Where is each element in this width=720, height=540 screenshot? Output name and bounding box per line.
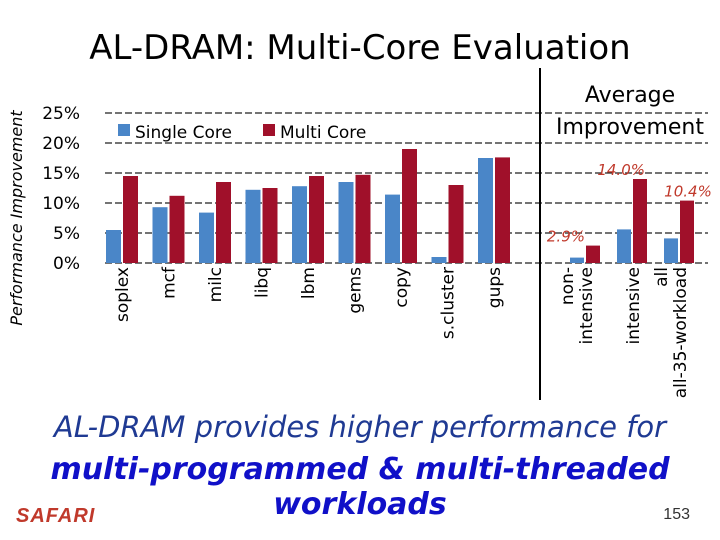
x-tick-label: libq <box>253 267 273 298</box>
avg-x-tick-label: all-35-workload <box>671 267 691 398</box>
avg-value-label: 2.9% <box>547 228 585 246</box>
x-tick-label: gems <box>346 267 366 314</box>
legend-swatch <box>118 124 130 136</box>
bar-single-core <box>292 186 307 263</box>
x-tick-label: copy <box>392 267 412 308</box>
x-tick-label: milc <box>206 267 226 302</box>
avg-x-tick-label: non- <box>558 267 578 305</box>
avg-bar-multi-core <box>633 179 647 263</box>
legend: Single Core Multi Core <box>118 123 366 143</box>
y-axis-title: Performance Improvement <box>7 110 26 326</box>
bar-multi-core <box>495 157 510 263</box>
x-tick-label: lbm <box>299 267 319 299</box>
slide-title: AL-DRAM: Multi-Core Evaluation <box>89 28 631 68</box>
x-tick-label: mcf <box>160 266 180 299</box>
avg-value-label: 10.4% <box>664 183 712 201</box>
y-tick-label: 25% <box>42 104 80 124</box>
avg-bar-single-core <box>664 238 678 263</box>
avg-bar-multi-core <box>680 200 694 263</box>
bar-multi-core <box>262 188 278 263</box>
y-tick-label: 5% <box>53 224 80 244</box>
x-tick-label: gups <box>485 267 505 308</box>
safari-logo: SAFARI <box>16 505 96 527</box>
legend-swatch <box>263 124 275 136</box>
avg-value-label: 14.0% <box>597 161 645 179</box>
page-number: 153 <box>663 506 690 523</box>
bar-single-core <box>478 158 493 263</box>
bar-single-core <box>338 182 354 263</box>
bar-single-core <box>106 230 121 263</box>
caption-line-1: AL-DRAM provides higher performance for <box>53 410 667 444</box>
average-title-line1: Average <box>585 83 675 108</box>
x-tick-label: s.cluster <box>439 267 459 339</box>
bar-multi-core <box>123 176 138 263</box>
avg-x-tick-label: intensive <box>577 267 597 345</box>
bar-multi-core <box>309 176 324 263</box>
bar-multi-core <box>355 174 371 263</box>
y-tick-label: 20% <box>42 134 80 154</box>
bar-single-core <box>431 257 447 263</box>
performance-chart: 0% 5% 10% 15% 20% 25% soplex mcf milc libq lbm gem… <box>7 68 712 400</box>
bar-single-core <box>385 194 400 263</box>
avg-bar-single-core <box>617 229 631 263</box>
average-panel: Average Improvement 2.9% non-intensive 14.0%… <box>547 83 712 398</box>
bar-multi-core <box>448 185 464 263</box>
average-title-line2: Improvement <box>556 115 704 140</box>
bars <box>106 149 510 263</box>
bar-single-core <box>152 207 168 263</box>
x-axis-labels: soplex mcf milc libq lbm gems copy s.cluster gup… <box>113 266 505 339</box>
avg-x-tick-label: all <box>652 267 672 287</box>
bar-multi-core <box>402 149 417 263</box>
avg-x-tick-label: intensive <box>624 267 644 345</box>
bar-multi-core <box>169 195 185 263</box>
y-tick-label: 10% <box>42 194 80 214</box>
bar-single-core <box>245 189 261 263</box>
legend-label: Multi Core <box>280 123 366 143</box>
y-tick-label: 15% <box>42 164 80 184</box>
bar-single-core <box>199 212 214 263</box>
x-tick-label: soplex <box>113 267 133 322</box>
bar-multi-core <box>216 182 231 263</box>
y-tick-label: 0% <box>53 254 80 274</box>
legend-label: Single Core <box>135 123 232 143</box>
avg-bar-single-core <box>570 257 584 263</box>
caption-line-2: multi-programmed & multi-threaded worklo… <box>50 452 670 522</box>
y-axis-ticks: 0% 5% 10% 15% 20% 25% <box>42 104 80 274</box>
avg-bar-multi-core <box>586 245 600 263</box>
